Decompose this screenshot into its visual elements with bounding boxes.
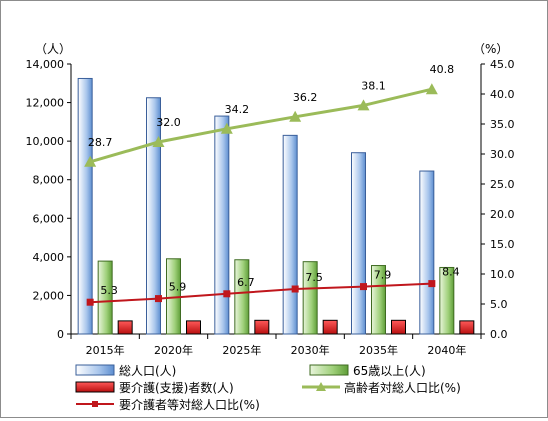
bar-total-population (351, 152, 366, 335)
legend-item-care-ratio: 要介護者等対総人口比(%) (76, 397, 260, 412)
left-axis-tick-label: 6,000 (33, 212, 65, 225)
bar-total-population (77, 77, 93, 335)
legend-swatch-care (75, 381, 115, 393)
label-care-ratio: 7.5 (305, 271, 323, 284)
line-care-ratio (90, 282, 432, 304)
bar-total-population (282, 134, 298, 335)
line-series (84, 83, 438, 306)
left-axis-tick-label: 10,000 (26, 135, 65, 148)
legend-item-total-population: 総人口(人) (75, 364, 176, 378)
left-axis-tick-label: 0 (57, 328, 64, 341)
label-care-ratio: 7.9 (374, 269, 392, 282)
label-elderly-ratio: 40.8 (430, 63, 455, 76)
line-elderly-ratio (89, 87, 433, 164)
marker-care-ratio (360, 283, 367, 291)
bar-elderly (371, 265, 386, 335)
marker-care-ratio (428, 280, 436, 288)
right-axis-tick-label: 0.0 (490, 328, 508, 341)
x-axis-ticks: 2015年 2020年 2025年 2030年 2035年 2040年 (70, 334, 482, 357)
label-elderly-ratio: 36.2 (293, 91, 318, 104)
marker-elderly-ratio (357, 99, 370, 111)
label-elderly-ratio: 28.7 (88, 136, 113, 149)
left-axis-ticks: 0 2,000 4,000 6,000 8,000 10,000 12,000 14,000 (26, 58, 71, 341)
left-axis-tick-label: 8,000 (33, 174, 65, 187)
bar-care (391, 319, 406, 335)
label-elderly-ratio: 34.2 (225, 103, 250, 116)
right-axis-ticks: 0.0 5.0 10.0 15.0 20.0 25.0 30.0 35.0 40.0 45.0 (481, 58, 515, 341)
legend-label-elderly: 65歳以上(人) (353, 364, 426, 378)
legend-item-care: 要介護(支援)者数(人) (75, 380, 234, 395)
legend-item-elderly-ratio: 高齢者対総人口比(%) (302, 380, 461, 395)
label-care-ratio: 8.4 (442, 266, 460, 279)
bar-elderly (302, 261, 318, 335)
right-axis-tick-label: 10.0 (490, 268, 515, 281)
bar-care (322, 319, 338, 335)
marker-elderly-ratio (84, 155, 97, 167)
right-axis-tick-label: 40.0 (490, 88, 515, 101)
label-care-ratio: 6.7 (237, 276, 255, 289)
marker-care-ratio (155, 295, 162, 303)
x-axis-tick-label: 2015年 (86, 343, 125, 357)
right-axis-tick-label: 45.0 (490, 58, 515, 71)
legend-label-care-ratio: 要介護者等対総人口比(%) (119, 397, 260, 412)
legend: 総人口(人) 65歳以上(人) 要介護(支援)者数(人) 高齢者対総人口比(%)… (75, 364, 461, 412)
bar-care (117, 320, 133, 335)
bar-elderly (97, 260, 113, 335)
marker-elderly-ratio (152, 136, 165, 147)
bar-elderly (439, 266, 455, 335)
bar-total-population (419, 170, 435, 335)
marker-elderly-ratio (425, 83, 438, 95)
marker-care-ratio (223, 290, 231, 298)
right-axis-tick-label: 5.0 (490, 298, 508, 311)
data-labels: 28.7 32.0 34.2 36.2 38.1 40.8 5.3 5.9 6.7 7.5 7.9 8… (88, 63, 460, 297)
left-axis-tick-label: 4,000 (33, 251, 65, 264)
bar-care (186, 320, 201, 335)
legend-marker-care-ratio (92, 401, 98, 407)
legend-item-elderly: 65歳以上(人) (309, 364, 426, 378)
left-axis-tick-label: 2,000 (33, 289, 65, 302)
legend-label-elderly-ratio: 高齢者対総人口比(%) (344, 380, 461, 395)
legend-label-total-population: 総人口(人) (119, 364, 176, 378)
bar-elderly (234, 259, 250, 335)
marker-elderly-ratio (289, 110, 302, 122)
right-axis-tick-label: 15.0 (490, 238, 515, 251)
bar-total-population (214, 115, 230, 335)
right-axis-tick-label: 35.0 (490, 118, 515, 131)
x-axis-tick-label: 2025年 (222, 343, 261, 357)
marker-care-ratio (291, 285, 299, 293)
legend-label-care: 要介護(支援)者数(人) (119, 380, 234, 395)
marker-care-ratio (86, 298, 94, 306)
x-axis-tick-label: 2020年 (154, 343, 193, 357)
legend-swatch-total-population (75, 364, 115, 376)
left-axis-tick-label: 14,000 (26, 58, 65, 71)
legend-swatch-elderly (309, 364, 349, 376)
label-elderly-ratio: 32.0 (156, 116, 181, 129)
label-elderly-ratio: 38.1 (361, 79, 386, 92)
bar-care (254, 319, 270, 335)
label-care-ratio: 5.9 (169, 281, 187, 294)
right-axis-unit: （%） (473, 42, 508, 56)
right-axis-tick-label: 30.0 (490, 148, 515, 161)
bar-series (77, 77, 475, 335)
label-care-ratio: 5.3 (100, 284, 118, 297)
x-axis-tick-label: 2030年 (291, 343, 330, 357)
x-axis-tick-label: 2040年 (427, 343, 466, 357)
legend-marker-elderly-ratio (316, 382, 326, 391)
x-axis-tick-label: 2035年 (359, 343, 398, 357)
bar-total-population (146, 97, 161, 335)
right-axis-tick-label: 20.0 (490, 208, 515, 221)
left-axis-tick-label: 12,000 (26, 97, 65, 110)
left-axis-unit: （人） (35, 42, 71, 56)
right-axis-tick-label: 25.0 (490, 178, 515, 191)
bar-care (459, 320, 475, 335)
marker-elderly-ratio (220, 122, 233, 134)
